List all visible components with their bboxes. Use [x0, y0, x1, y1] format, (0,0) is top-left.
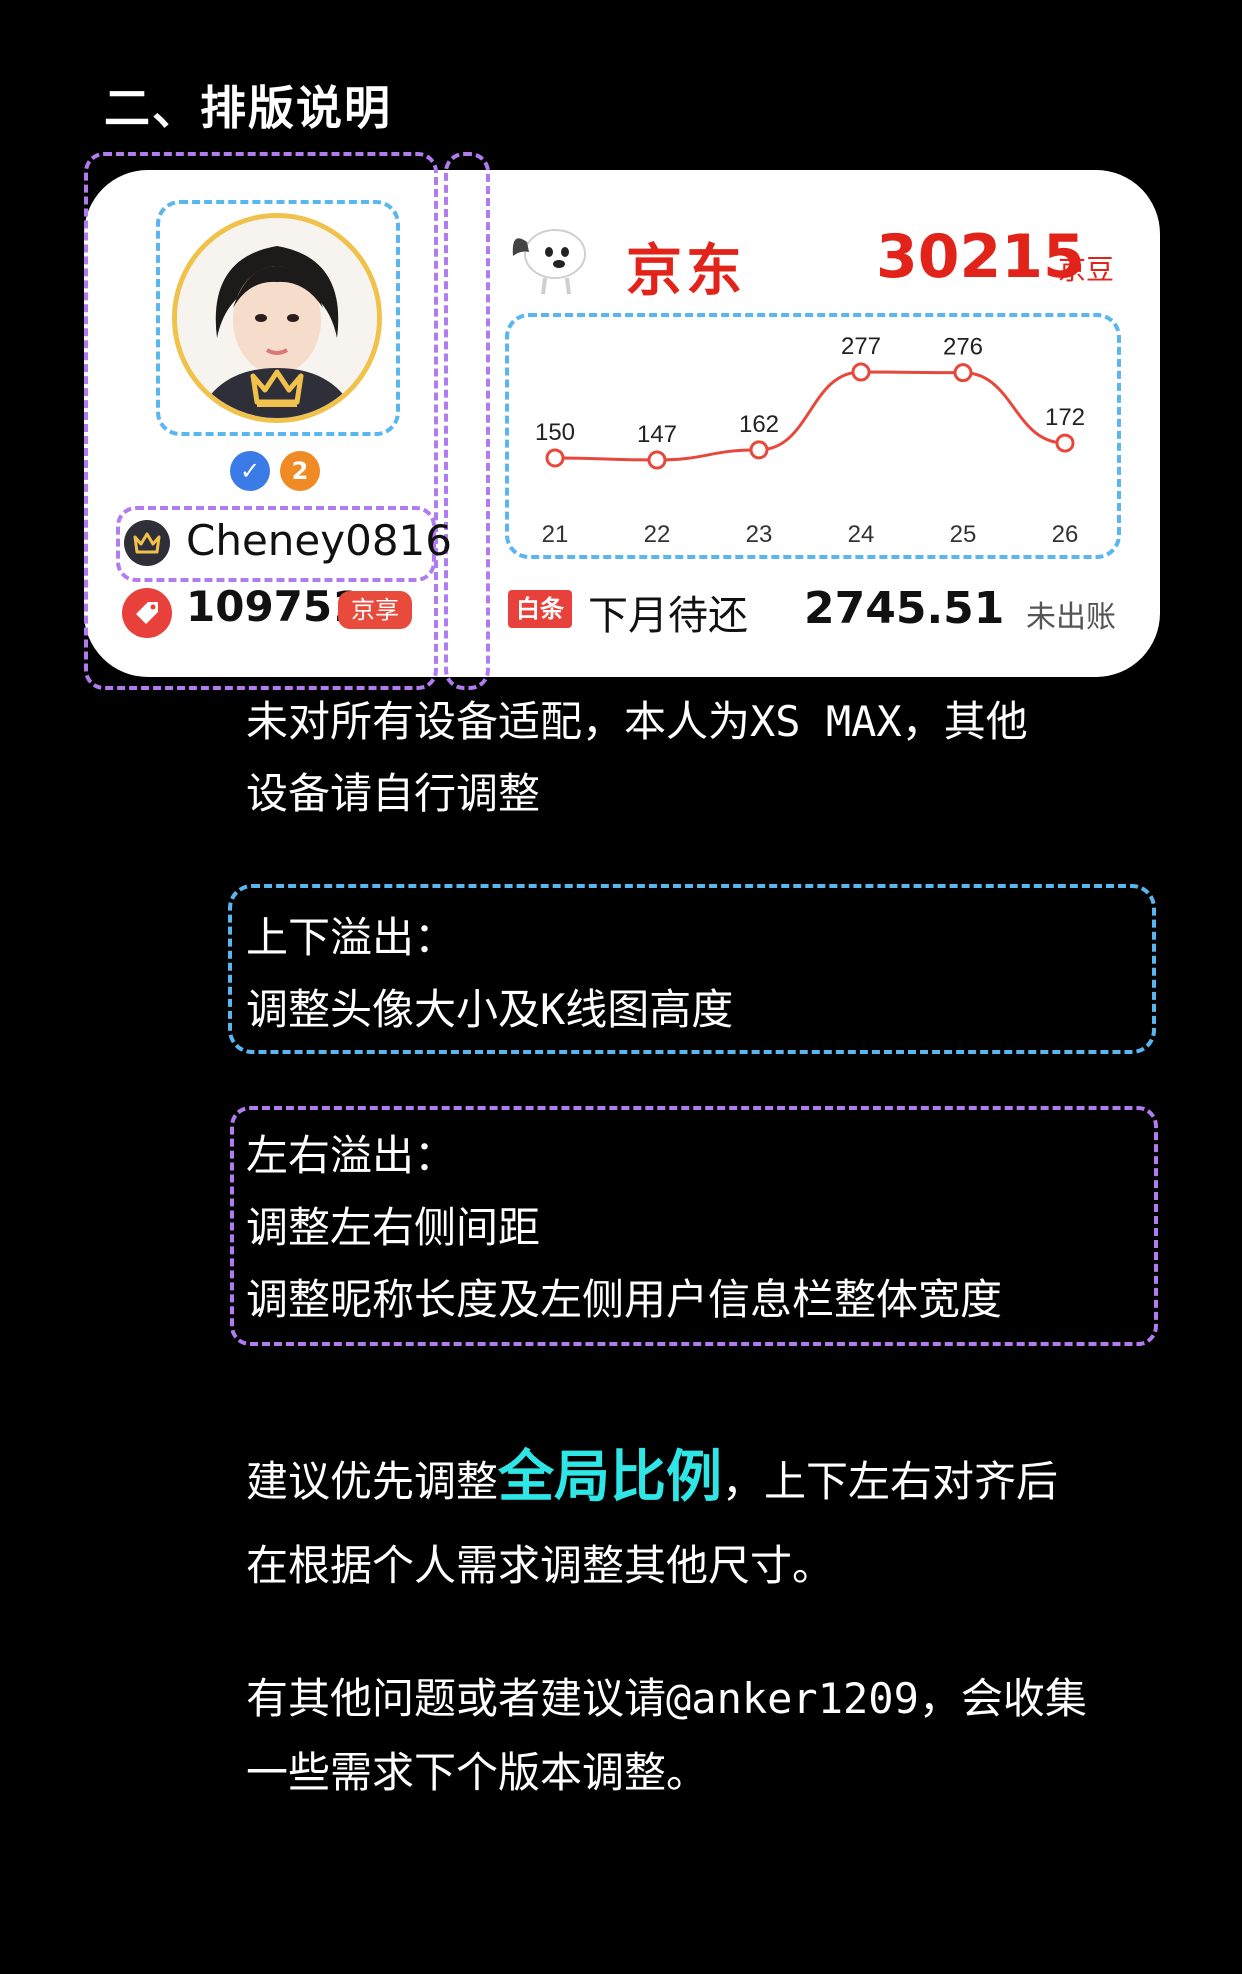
- left-column-guide: [84, 152, 438, 690]
- data-label: 172: [1045, 404, 1085, 431]
- baitiao-label: 下月待还: [588, 593, 748, 639]
- note-vertical-title: 上下溢出：: [246, 913, 457, 962]
- baitiao-amount: 2745.51: [804, 583, 1005, 634]
- data-point: [851, 362, 871, 382]
- tag-icon: [122, 588, 172, 638]
- beans-value: 30215: [876, 222, 1085, 292]
- x-tick-label: 21: [542, 521, 569, 548]
- nickname[interactable]: Cheney0816: [186, 516, 452, 565]
- note-tip-line1: 建议优先调整全局比例，上下左右对齐后: [246, 1436, 1058, 1524]
- note-adapt-line1: 未对所有设备适配，本人为XS MAX，其他: [246, 697, 1028, 746]
- x-tick-label: 26: [1052, 521, 1079, 548]
- beans-unit: 京豆: [1058, 253, 1115, 286]
- avatar-guide: [156, 200, 400, 436]
- tip-suffix: ，上下左右对齐后: [722, 1457, 1059, 1506]
- note-vertical-line1: 调整头像大小及K线图高度: [246, 985, 734, 1034]
- vertical-overflow-box: [228, 884, 1156, 1054]
- section-title: 二、排版说明: [104, 81, 392, 135]
- x-tick-label: 23: [746, 521, 773, 548]
- x-tick-label: 22: [644, 521, 671, 548]
- note-adapt: 未对所有设备适配，本人为XS MAX，其他 设备请自行调整: [246, 686, 1028, 830]
- verified-badge: ✓: [230, 451, 270, 491]
- crown-icon: [247, 366, 307, 410]
- tip-highlight: 全局比例: [498, 1445, 723, 1510]
- note-contact: 有其他问题或者建议请@anker1209，会收集 一些需求下个版本调整。: [246, 1662, 1087, 1810]
- x-tick-label: 25: [950, 521, 977, 548]
- x-tick-label: 24: [848, 521, 875, 548]
- baitiao-status: 未出账: [1026, 600, 1116, 635]
- crown-icon: [124, 520, 170, 566]
- avatar[interactable]: [172, 213, 382, 423]
- baitiao-tag: 白条: [508, 590, 572, 628]
- data-point: [749, 440, 769, 460]
- separator-guide: [444, 152, 490, 690]
- note-contact-line2: 一些需求下个版本调整。: [246, 1748, 709, 1797]
- data-point: [647, 450, 667, 470]
- note-tip: 建议优先调整全局比例，上下左右对齐后 在根据个人需求调整其他尺寸。: [246, 1436, 1058, 1608]
- horizontal-overflow-box: [230, 1106, 1158, 1346]
- data-label: 277: [841, 333, 881, 360]
- note-horizontal-line1: 调整左右侧间距: [246, 1203, 541, 1252]
- note-tip-line2: 在根据个人需求调整其他尺寸。: [246, 1541, 835, 1590]
- data-point: [953, 363, 973, 383]
- score-tag: 京享: [338, 591, 412, 629]
- data-point: [545, 448, 565, 468]
- note-vertical: 上下溢出： 调整头像大小及K线图高度: [246, 902, 733, 1046]
- tip-prefix: 建议优先调整: [246, 1457, 499, 1506]
- data-label: 162: [739, 411, 779, 438]
- beans-line-chart: 150 21 147 22 162 23 277 24 276 25 172 26: [535, 333, 1085, 548]
- data-label: 276: [943, 334, 983, 361]
- note-horizontal: 左右溢出： 调整左右侧间距 调整昵称长度及左侧用户信息栏整体宽度: [246, 1120, 1002, 1336]
- chart-guide: [505, 313, 1121, 559]
- note-horizontal-line2: 调整昵称长度及左侧用户信息栏整体宽度: [246, 1275, 1003, 1324]
- note-contact-line1: 有其他问题或者建议请@anker1209，会收集: [246, 1674, 1087, 1723]
- data-point: [1055, 433, 1075, 453]
- note-adapt-line2: 设备请自行调整: [246, 769, 541, 818]
- score-value: 109751: [186, 582, 362, 631]
- avatar-image: [177, 218, 377, 418]
- series-line: [554, 370, 1066, 462]
- nickname-guide: [116, 506, 436, 582]
- jd-logo: 京东: [626, 239, 746, 304]
- level-badge: 2: [280, 451, 320, 491]
- jd-dog-icon: [505, 220, 605, 298]
- note-horizontal-title: 左右溢出：: [246, 1131, 457, 1180]
- data-label: 147: [637, 421, 677, 448]
- data-label: 150: [535, 419, 575, 446]
